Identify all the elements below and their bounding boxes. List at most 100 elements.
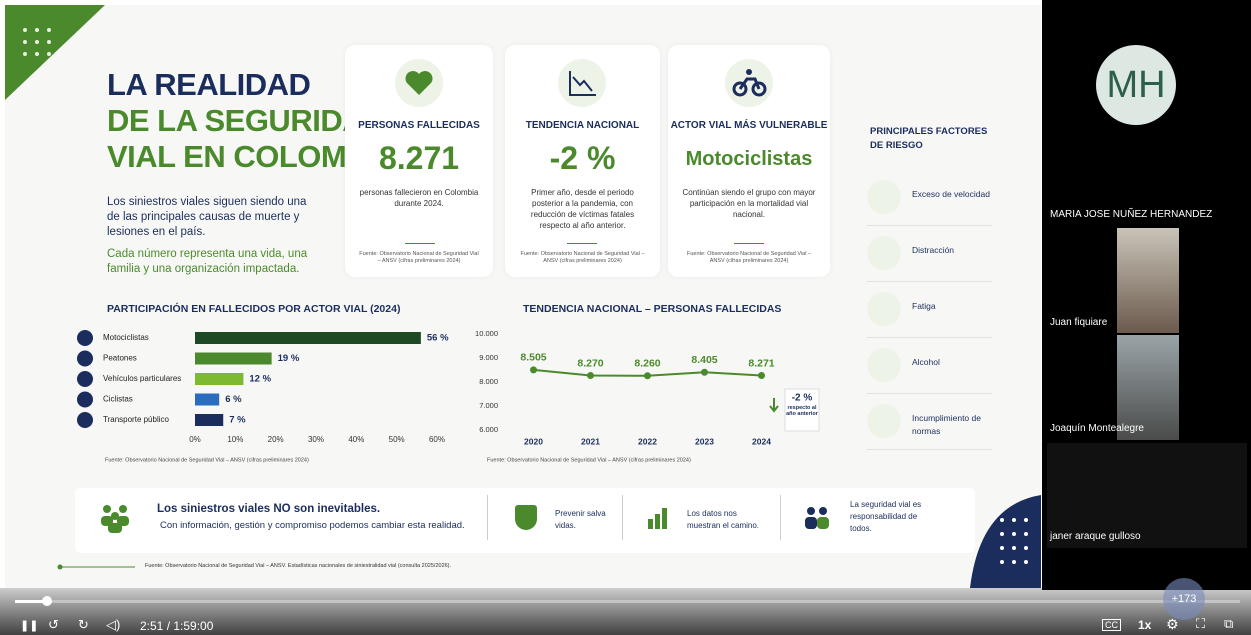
bar <box>195 353 272 365</box>
x-tick-label: 10% <box>227 435 243 444</box>
x-tick-label: 2023 <box>695 436 714 446</box>
x-tick-label: 50% <box>389 435 405 444</box>
charts: PARTICIPACIÓN EN FALLECIDOS POR ACTOR VI… <box>5 5 1041 488</box>
footer-source: Fuente: Observatorio Nacional de Segurid… <box>145 563 451 569</box>
chart-title: TENDENCIA NACIONAL – PERSONAS FALLECIDAS <box>523 303 781 315</box>
shape <box>1000 546 1004 550</box>
shape <box>817 517 829 529</box>
shape <box>819 507 827 515</box>
value-label: 8.260 <box>634 358 660 370</box>
bars-svg <box>647 507 669 529</box>
x-tick-label: 20% <box>268 435 284 444</box>
shape <box>1012 560 1016 564</box>
value-label: 8.270 <box>577 357 603 369</box>
corner <box>970 495 1041 588</box>
category-label: Vehículos particulares <box>103 374 181 383</box>
category-label: Peatones <box>103 354 137 363</box>
shape <box>1024 560 1028 564</box>
y-tick-label: 7.000 <box>479 401 498 410</box>
shape <box>805 517 817 529</box>
shape <box>1000 518 1004 522</box>
speed-button[interactable]: 1x <box>1138 618 1151 632</box>
value-label: 8.405 <box>691 354 717 366</box>
banner-point: Prevenir salva vidas. <box>555 508 620 532</box>
slide: LA REALIDAD DE LA SEGURIDAD VIAL EN COLO… <box>5 5 1041 588</box>
x-tick-label: 30% <box>308 435 324 444</box>
popout-button[interactable]: ⧉ <box>1224 616 1233 632</box>
time: 2:51 / 1:59:00 <box>140 619 213 633</box>
category-icon <box>77 330 93 346</box>
more-participants[interactable]: +173 <box>1163 578 1205 620</box>
shape <box>108 523 122 533</box>
x-tick-label: 2022 <box>638 436 657 446</box>
point <box>644 372 651 379</box>
rewind-button[interactable]: ↺ <box>48 617 59 633</box>
divider <box>780 495 781 540</box>
footer-dot <box>58 565 63 570</box>
pause-button[interactable]: ❚❚ <box>20 619 32 631</box>
participant-name: Juan fiquiare <box>1050 317 1107 328</box>
category-label: Transporte público <box>103 415 170 424</box>
bar <box>195 414 223 426</box>
category-icon <box>77 371 93 387</box>
people-icon <box>95 500 135 535</box>
shape <box>103 505 111 513</box>
point <box>758 372 765 379</box>
bar <box>195 332 421 344</box>
shape <box>655 514 660 529</box>
value-label: 7 % <box>229 415 246 426</box>
shape <box>1012 546 1016 550</box>
value-label: 56 % <box>427 333 449 344</box>
x-tick-label: 2024 <box>752 436 771 446</box>
group-icon <box>802 505 832 531</box>
y-tick-label: 6.000 <box>479 425 498 434</box>
value-label: 8.505 <box>520 352 546 364</box>
chart-source: Fuente: Observatorio Nacional de Segurid… <box>105 457 309 463</box>
divider <box>487 495 488 540</box>
screen: LA REALIDAD DE LA SEGURIDAD VIAL EN COLO… <box>0 0 1251 635</box>
shape <box>1012 532 1016 536</box>
volume-button[interactable]: ◁) <box>106 617 120 633</box>
forward-button[interactable]: ↻ <box>78 617 89 633</box>
video-tile <box>1117 228 1179 333</box>
avatar: MH <box>1096 45 1176 125</box>
x-tick-label: 60% <box>429 435 445 444</box>
participant-name: Joaquín Montealegre <box>1050 423 1144 434</box>
group-svg <box>802 505 832 531</box>
category-icon <box>77 351 93 367</box>
progress-handle[interactable] <box>42 596 52 606</box>
category-icon <box>77 412 93 428</box>
people-svg <box>95 500 135 535</box>
value-label: 19 % <box>278 353 300 364</box>
point <box>701 369 708 376</box>
shape <box>1024 518 1028 522</box>
fullscreen-button[interactable]: ⛶ <box>1196 616 1205 632</box>
shape <box>662 508 667 529</box>
y-tick-label: 10.000 <box>475 329 498 338</box>
value-label: 8.271 <box>748 357 774 369</box>
shape <box>1000 532 1004 536</box>
arrow <box>770 398 778 411</box>
shape <box>807 507 815 515</box>
shape <box>1000 560 1004 564</box>
progress-track[interactable] <box>15 600 1240 603</box>
shape <box>1024 546 1028 550</box>
settings-button[interactable]: ⚙ <box>1166 616 1179 633</box>
bars-icon <box>647 507 669 529</box>
banner-text: Con información, gestión y compromiso po… <box>160 520 465 531</box>
annotation-text-box: respecto al año anterior <box>786 405 818 431</box>
x-tick-label: 0% <box>189 435 201 444</box>
cc-button[interactable]: CC <box>1102 619 1121 631</box>
category-label: Motociclistas <box>103 333 149 342</box>
point <box>530 366 537 373</box>
player-bar: ❚❚ ↺ ↻ ◁) 2:51 / 1:59:00 +173 CC 1x ⚙ ⛶ … <box>0 588 1251 635</box>
annotation-text: respecto al año anterior <box>786 405 818 417</box>
chart-title: PARTICIPACIÓN EN FALLECIDOS POR ACTOR VI… <box>107 302 400 315</box>
point <box>587 372 594 379</box>
x-tick-label: 40% <box>348 435 364 444</box>
bar <box>195 373 243 385</box>
participant-name: MARIA JOSE NUÑEZ HERNANDEZ <box>1050 209 1212 220</box>
x-tick-label: 2020 <box>524 436 543 446</box>
banner-point: Los datos nos muestran el camino. <box>687 508 767 532</box>
x-tick-label: 2021 <box>581 436 600 446</box>
